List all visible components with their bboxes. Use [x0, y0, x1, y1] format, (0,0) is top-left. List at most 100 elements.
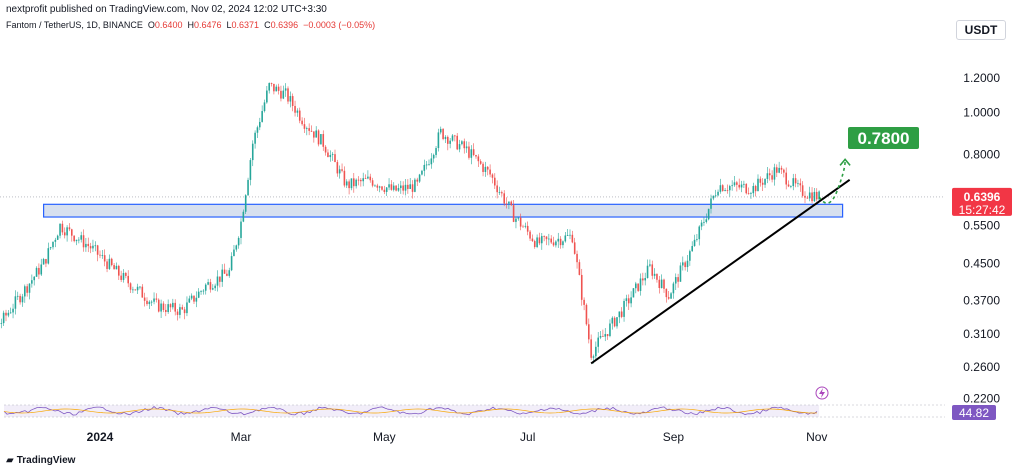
- candle: [639, 273, 642, 296]
- rsi-pane: 44.82: [3, 404, 996, 420]
- candle-body: [529, 231, 531, 239]
- candle: [42, 257, 45, 265]
- candle-body: [31, 280, 33, 284]
- candle: [226, 269, 228, 277]
- candle-body: [637, 283, 639, 291]
- candle-body: [132, 289, 134, 291]
- candle: [40, 258, 43, 277]
- candle-body: [682, 262, 684, 266]
- candle-body: [134, 289, 137, 291]
- rsi-value-text: 44.82: [959, 406, 989, 420]
- candle-body: [118, 265, 120, 276]
- candle-body: [110, 258, 113, 266]
- candle: [510, 200, 513, 206]
- candle-body: [341, 169, 343, 171]
- target-label: 0.7800: [848, 127, 919, 149]
- candle-body: [562, 241, 564, 246]
- candle: [103, 249, 106, 267]
- candle: [96, 244, 99, 262]
- candle: [588, 318, 590, 344]
- candle-body: [801, 185, 804, 196]
- tradingview-brand[interactable]: ▰ TradingView: [6, 455, 75, 466]
- candle: [348, 179, 350, 195]
- candle: [259, 117, 261, 131]
- candle-body: [204, 284, 207, 291]
- candle-body: [82, 235, 85, 248]
- candle: [679, 262, 682, 282]
- symbol-name[interactable]: Fantom / TetherUS, 1D, BINANCE: [6, 20, 143, 30]
- candle-body: [313, 131, 315, 138]
- candle-body: [2, 312, 5, 324]
- candle-body: [609, 323, 611, 337]
- candle-body: [353, 178, 355, 187]
- candle: [663, 278, 665, 293]
- candle-body: [179, 307, 181, 315]
- candle-body: [106, 261, 108, 269]
- price-tick-label: 0.2200: [963, 392, 1000, 406]
- candle: [294, 100, 296, 117]
- symbol-legend: Fantom / TetherUS, 1D, BINANCE O0.6400 H…: [6, 20, 375, 30]
- candle-body: [115, 265, 118, 270]
- candle-body: [710, 198, 712, 209]
- candle: [289, 91, 292, 108]
- candle: [388, 178, 390, 191]
- candle: [501, 190, 503, 197]
- candle-body: [190, 295, 193, 299]
- candle-body: [679, 265, 682, 282]
- candle: [165, 303, 167, 317]
- candle: [780, 165, 783, 174]
- candle-body: [604, 334, 607, 337]
- currency-button[interactable]: USDT: [956, 20, 1006, 40]
- candle: [705, 213, 708, 224]
- candle-body: [757, 178, 759, 192]
- candle: [806, 195, 809, 199]
- candle-body: [63, 232, 66, 236]
- candle: [538, 232, 541, 246]
- candle: [653, 268, 656, 279]
- candle-body: [275, 86, 278, 92]
- candle-body: [804, 195, 806, 198]
- candle: [186, 296, 188, 317]
- candle: [442, 128, 444, 141]
- candle-body: [334, 154, 336, 163]
- candle-body: [792, 178, 795, 187]
- candle: [202, 289, 205, 295]
- candle: [280, 85, 282, 102]
- candle-body: [667, 297, 670, 299]
- candle: [87, 237, 90, 253]
- candle: [609, 319, 611, 338]
- candle-body: [550, 238, 552, 243]
- candle-body: [28, 283, 31, 293]
- candle: [414, 177, 416, 193]
- current-price-box: [952, 187, 1012, 216]
- candle-body: [815, 191, 818, 200]
- candle-body: [623, 300, 625, 317]
- candle: [129, 282, 132, 293]
- price-tick-label: 1.0000: [963, 105, 1000, 119]
- candle: [197, 288, 200, 299]
- candle: [16, 291, 19, 301]
- candle: [747, 187, 750, 195]
- candle: [181, 304, 184, 310]
- candle-body: [350, 178, 353, 189]
- candle: [38, 263, 40, 280]
- candle: [707, 208, 710, 221]
- time-tick-label: Nov: [806, 430, 827, 444]
- candle-body: [327, 152, 329, 158]
- candle-body: [439, 128, 442, 133]
- candle-body: [381, 186, 383, 190]
- candle: [508, 201, 510, 210]
- candle: [26, 283, 28, 297]
- candle-body: [548, 238, 550, 240]
- candle-body: [320, 134, 322, 145]
- candle-body: [435, 148, 437, 155]
- target-label-text: 0.7800: [858, 129, 910, 148]
- candle-body: [771, 175, 773, 180]
- candle: [726, 184, 729, 194]
- candle: [364, 174, 367, 180]
- candle-body: [150, 301, 153, 303]
- candle: [454, 134, 456, 142]
- candle-body: [270, 83, 273, 84]
